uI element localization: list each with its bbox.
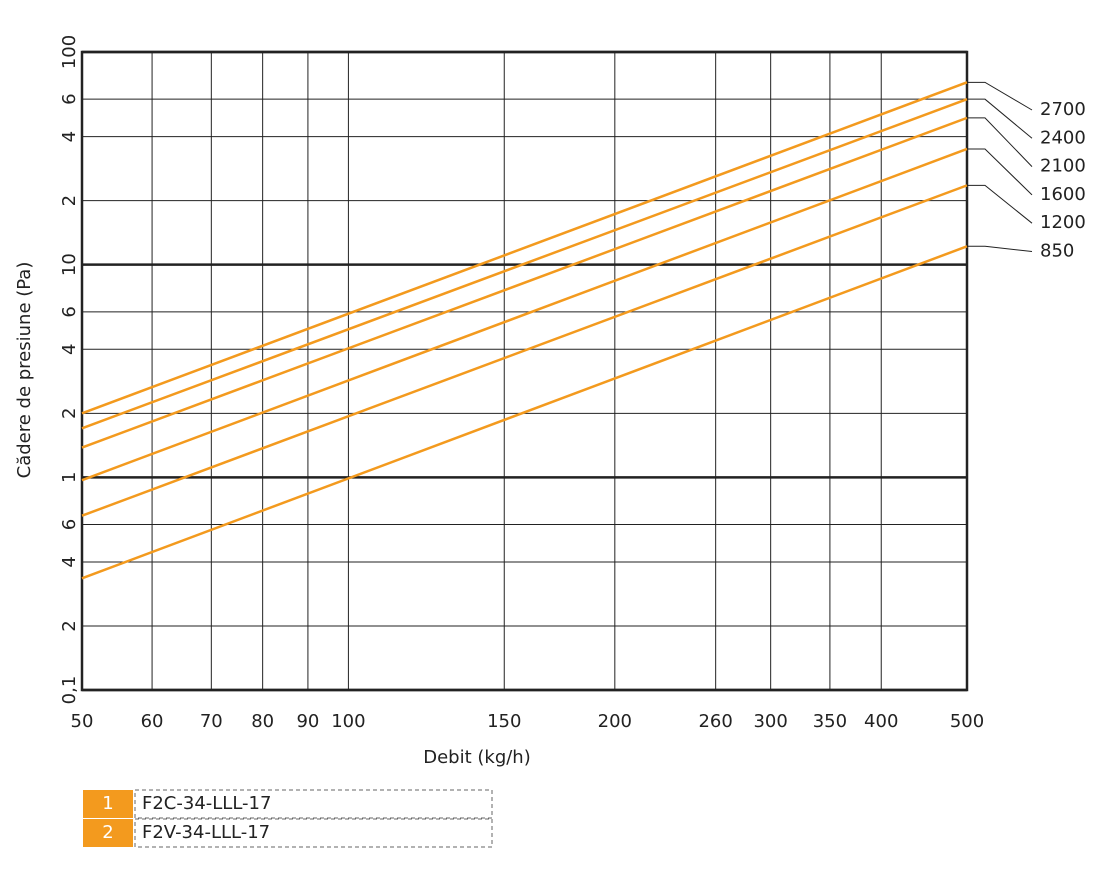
- legend-number-cell: [83, 819, 133, 847]
- series-line: [81, 98, 968, 430]
- legend-number-cell: [83, 790, 133, 818]
- series-label: 1200: [1040, 212, 1086, 233]
- x-tick-label: 260: [698, 711, 732, 732]
- x-tick-label: 70: [200, 711, 223, 732]
- y-tick-label: 0,1: [59, 676, 80, 705]
- leader-line: [967, 81, 1033, 111]
- x-tick-label: 100: [331, 711, 365, 732]
- y-tick-label: 6: [59, 519, 80, 530]
- x-tick-label: 500: [950, 711, 984, 732]
- series-line: [81, 147, 968, 482]
- legend-name-cell: [134, 789, 493, 819]
- plot-frame: [80, 50, 969, 692]
- x-tick-label: 350: [813, 711, 847, 732]
- leader-line: [967, 245, 1033, 252]
- legend-name-cell: [134, 818, 493, 848]
- y-tick-label: 6: [59, 93, 80, 104]
- y-tick-label: 10: [59, 253, 80, 276]
- x-axis-title: Debit (kg/h): [423, 747, 531, 768]
- legend-name: F2V-34-LLL-17: [142, 822, 270, 843]
- y-tick-label: 100: [59, 35, 80, 69]
- leader-line: [967, 117, 1033, 167]
- x-tick-label: 150: [487, 711, 521, 732]
- y-tick-label: 2: [59, 195, 80, 206]
- x-tick-label: 90: [296, 711, 319, 732]
- series-label: 850: [1040, 241, 1074, 262]
- x-tick-label: 80: [251, 711, 274, 732]
- legend-number: 1: [102, 793, 113, 814]
- y-tick-label: 2: [59, 620, 80, 631]
- x-tick-label: 400: [864, 711, 898, 732]
- series-label: 2100: [1040, 156, 1086, 177]
- legend-name: F2C-34-LLL-17: [142, 793, 271, 814]
- y-tick-label: 1: [59, 472, 80, 483]
- x-tick-label: 50: [71, 711, 94, 732]
- y-tick-label: 4: [59, 344, 80, 355]
- series-label: 2400: [1040, 127, 1086, 148]
- x-tick-label: 300: [753, 711, 787, 732]
- y-tick-label: 6: [59, 306, 80, 317]
- leader-line: [967, 148, 1033, 196]
- series-line: [81, 245, 968, 580]
- leader-line: [967, 98, 1033, 139]
- y-tick-label: 2: [59, 408, 80, 419]
- y-axis-title: Cădere de presiune (Pa): [14, 262, 35, 479]
- series-label: 2700: [1040, 99, 1086, 120]
- series-label: 1600: [1040, 184, 1086, 205]
- legend-number: 2: [102, 822, 113, 843]
- leader-line: [967, 184, 1033, 224]
- y-tick-label: 4: [59, 131, 80, 142]
- x-tick-label: 60: [141, 711, 164, 732]
- series-line: [81, 184, 968, 517]
- series-line: [81, 116, 968, 449]
- series-line: [81, 81, 968, 415]
- y-tick-label: 4: [59, 556, 80, 567]
- x-tick-label: 200: [598, 711, 632, 732]
